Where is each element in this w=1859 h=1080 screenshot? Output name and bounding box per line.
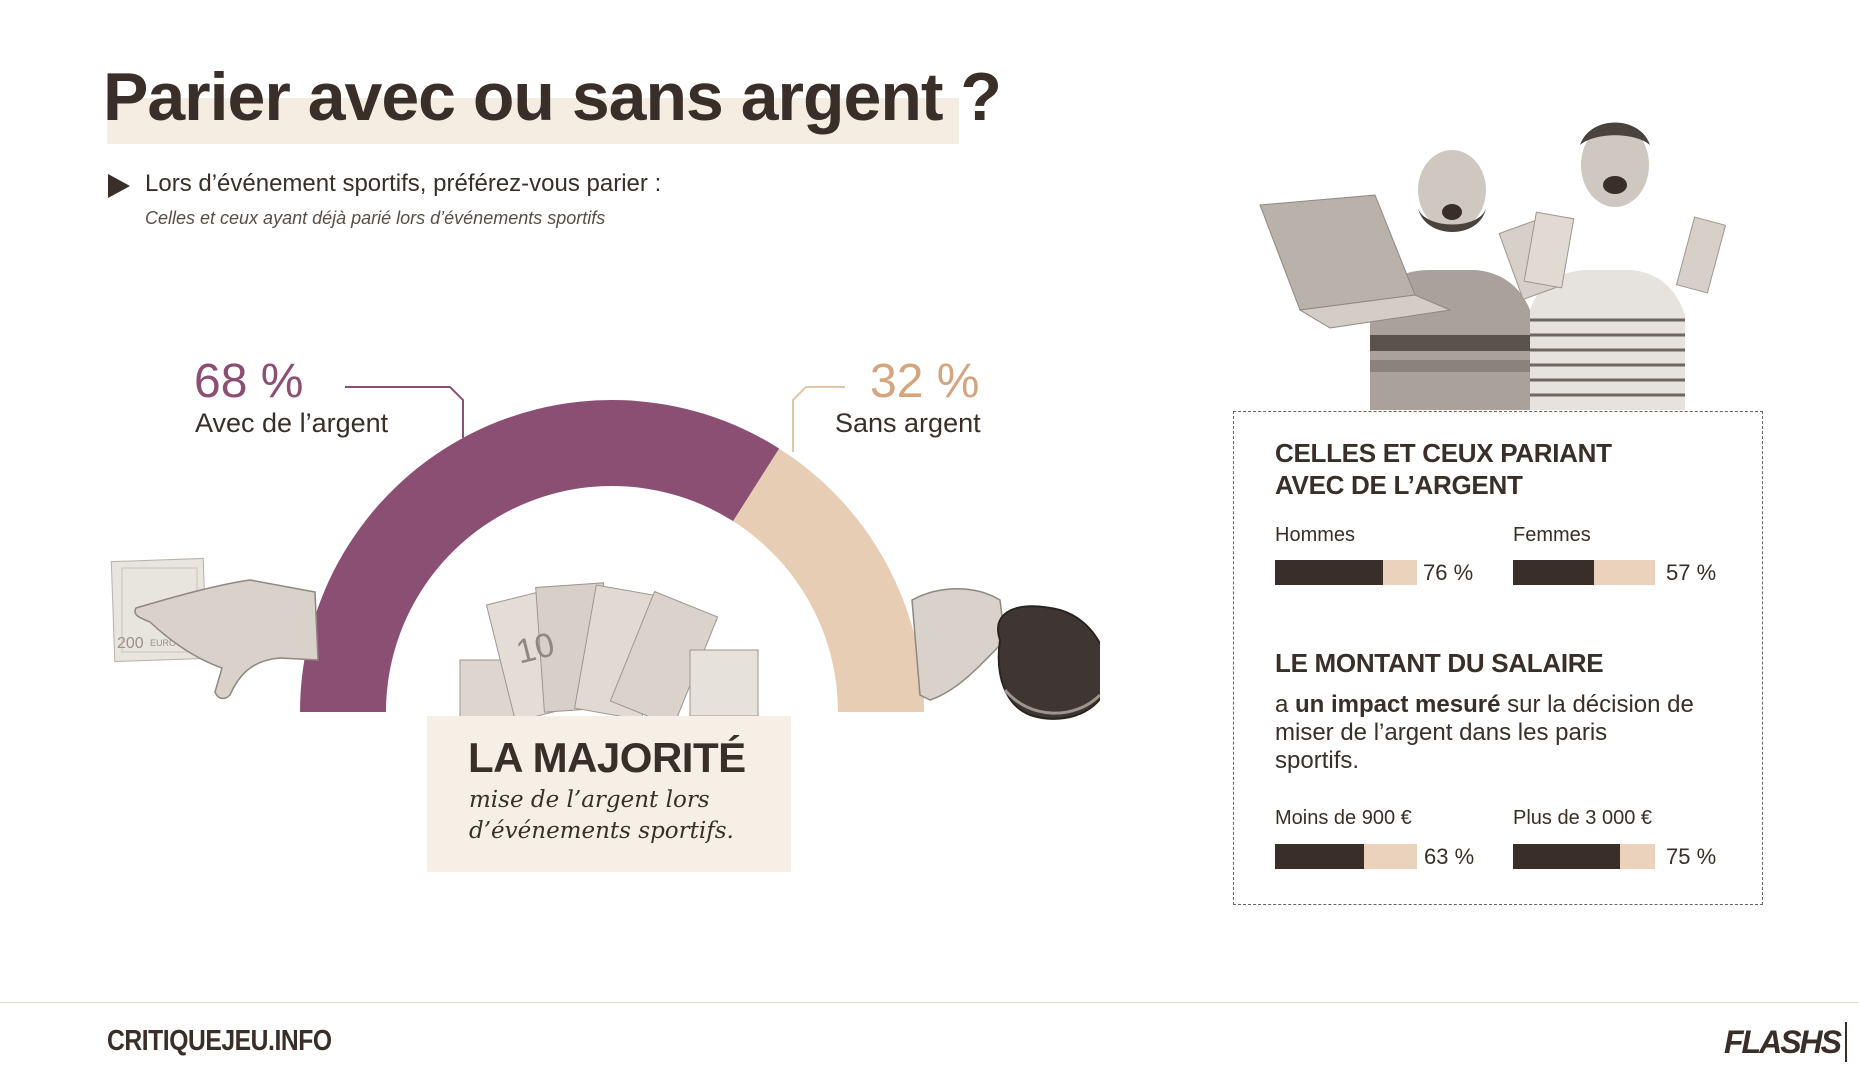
majority-card [427, 716, 791, 872]
bar-fill-moins-900 [1275, 844, 1365, 869]
footer-divider [0, 1002, 1859, 1003]
panel-heading-1: CELLES ET CEUX PARIANT AVEC DE L’ARGENT [1275, 437, 1612, 501]
salary-text-post: sur la décision de miser de l’argent dan… [1275, 691, 1694, 774]
bar-value-moins-900: 63 % [1424, 844, 1475, 869]
bar-moins-900 [1275, 844, 1417, 869]
bar-label-hommes: Hommes [1275, 524, 1356, 546]
hand-with-purse-icon [911, 588, 1100, 720]
leader-line-sans [792, 386, 845, 452]
majority-title: LA MAJORITÉ [468, 734, 746, 781]
question-subtitle: Celles et ceux ayant déjà parié lors d’é… [145, 208, 606, 228]
bar-label-moins-900: Moins de 900 € [1275, 807, 1412, 829]
panel-heading-1-line1: CELLES ET CEUX PARIANT [1275, 438, 1612, 468]
label-sans-argent: Sans argent [835, 408, 981, 438]
panel-heading-2: LE MONTANT DU SALAIRE [1275, 648, 1604, 678]
bar-fill-plus-3000 [1513, 844, 1620, 869]
label-avec-argent: Avec de l’argent [195, 408, 389, 438]
slice-avec-argent [300, 400, 780, 712]
play-arrow-icon [108, 174, 130, 198]
hand-with-banknote-icon: 200 EURO [110, 557, 319, 700]
title-highlight [107, 98, 959, 144]
bar-label-femmes: Femmes [1513, 524, 1591, 546]
cheering-men-with-laptop-and-cash-icon [1259, 122, 1727, 410]
value-sans-argent: 32 % [870, 355, 980, 408]
bar-value-hommes: 76 % [1423, 560, 1474, 585]
bar-hommes [1275, 560, 1417, 585]
site-link[interactable]: CRITIQUEJEU.INFO [107, 1025, 332, 1057]
bar-femmes [1513, 560, 1655, 585]
bar-value-plus-3000: 75 % [1666, 844, 1717, 869]
salary-text-bold: un impact mesuré [1295, 691, 1501, 718]
svg-text:200: 200 [117, 635, 144, 652]
majority-text: mise de l’argent lors d’événements sport… [469, 787, 734, 844]
leader-line-avec [345, 386, 464, 438]
svg-text:EURO: EURO [150, 638, 176, 648]
brand-logo: FLASHS [1724, 1024, 1842, 1060]
bar-label-plus-3000: Plus de 3 000 € [1513, 807, 1652, 829]
question-text: Lors d’événement sportifs, préférez-vous… [145, 170, 662, 197]
semi-donut-chart: 200 EURO 10 [110, 386, 1100, 728]
banknotes-fan-icon: 10 [459, 582, 759, 728]
brand-divider [1845, 1022, 1847, 1062]
bar-fill-femmes [1513, 560, 1594, 585]
bar-value-femmes: 57 % [1666, 560, 1717, 585]
stats-panel [1233, 411, 1763, 905]
panel-heading-1-line2: AVEC DE L’ARGENT [1275, 470, 1523, 500]
salary-impact-text: a un impact mesuré sur la décision de mi… [1275, 691, 1695, 775]
page-title: Parier avec ou sans argent ? [103, 59, 1002, 135]
value-avec-argent: 68 % [194, 355, 304, 408]
bar-fill-hommes [1275, 560, 1383, 585]
svg-text:10: 10 [512, 625, 558, 671]
slice-sans-argent [733, 448, 924, 712]
salary-text-pre: a [1275, 691, 1296, 718]
bar-plus-3000 [1513, 844, 1655, 869]
